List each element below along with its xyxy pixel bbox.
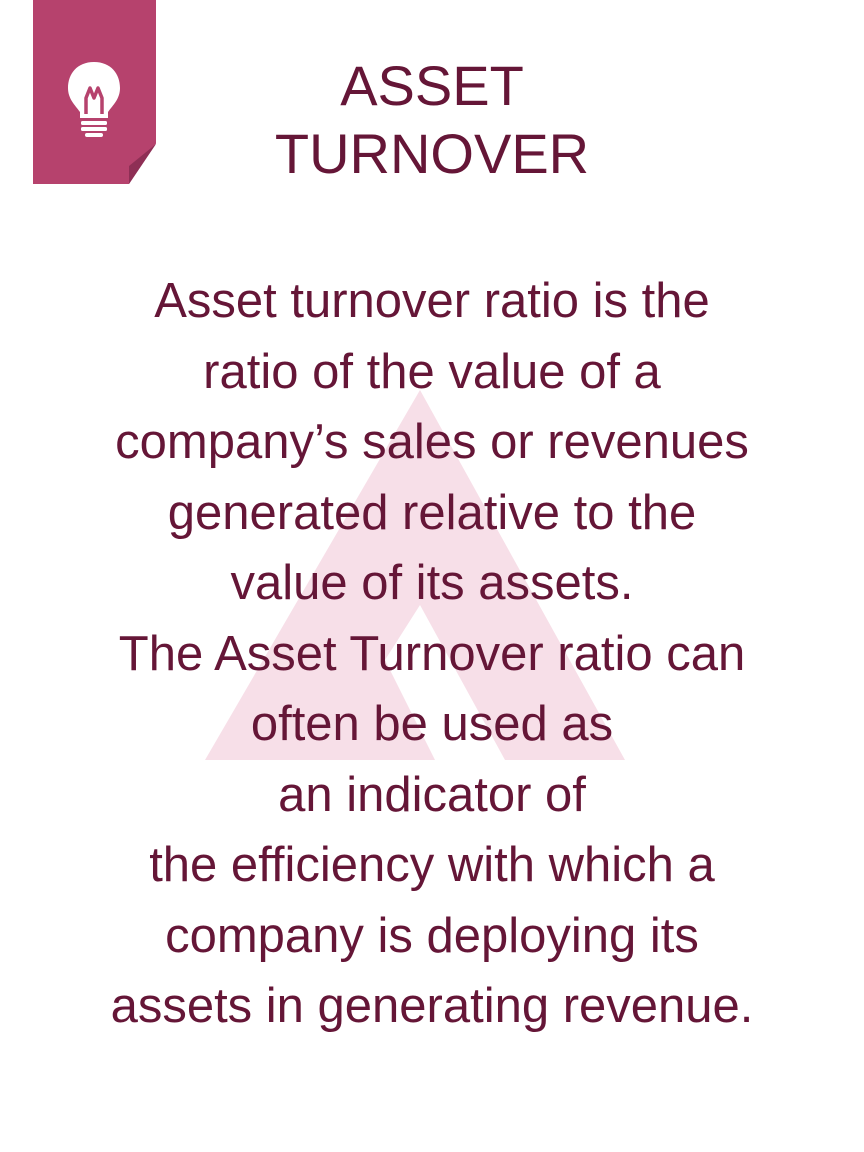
text-line: company’s sales or revenues [115, 415, 749, 469]
title-line-1: ASSET [340, 54, 524, 117]
text-line: an indicator of [278, 767, 586, 822]
text-line: Asset turnover ratio is the [154, 274, 710, 328]
definition-text: Asset turnover ratio is the ratio of the… [30, 266, 834, 1042]
text-line: generated relative to the [167, 485, 697, 540]
watermark-logo [205, 390, 625, 760]
title-line-2: TURNOVER [274, 122, 590, 185]
lightbulb-icon [68, 62, 120, 137]
text-line: value of its assets. [230, 556, 634, 610]
text-line: often be used as [250, 697, 614, 751]
text-line: ratio of the value of a [203, 344, 661, 399]
page-title: ASSET TURNOVER [180, 52, 684, 188]
text-line: The Asset Turnover ratio can [118, 626, 746, 681]
text-line: the efficiency with which a [149, 838, 715, 892]
text-line: company is deploying its [165, 908, 699, 963]
text-line: assets in generating revenue. [110, 979, 754, 1033]
